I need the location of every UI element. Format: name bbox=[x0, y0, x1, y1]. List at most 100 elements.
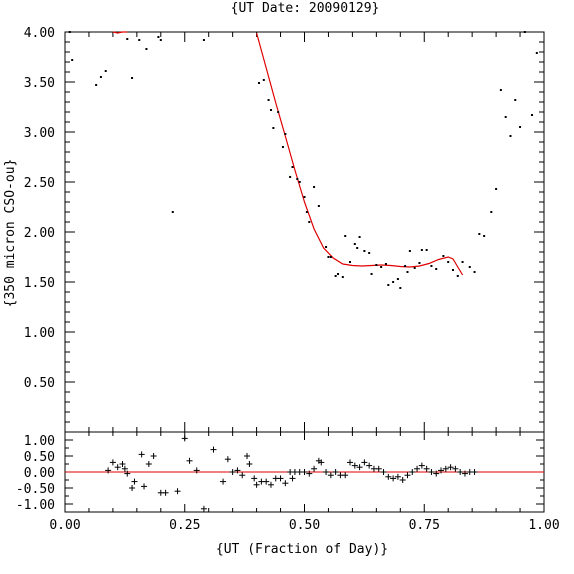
tau-point bbox=[272, 127, 275, 129]
residual-point bbox=[150, 453, 157, 459]
tau-point bbox=[531, 114, 534, 116]
tau-point bbox=[375, 264, 378, 266]
tau-point bbox=[327, 256, 330, 258]
tau-point bbox=[380, 266, 383, 268]
tau-point bbox=[425, 249, 428, 251]
main-y-tick-label: 4.00 bbox=[24, 26, 55, 41]
tau-data-points bbox=[68, 31, 538, 289]
tau-point bbox=[451, 269, 454, 271]
residual-point bbox=[342, 472, 349, 479]
tau-point bbox=[329, 256, 332, 258]
tau-point bbox=[104, 70, 107, 72]
residual-point bbox=[210, 446, 217, 453]
tau-point bbox=[269, 109, 272, 111]
residual-point bbox=[301, 469, 308, 475]
main-y-tick-label: 2.00 bbox=[24, 226, 55, 241]
tau-point bbox=[99, 76, 102, 78]
residual-point bbox=[366, 462, 373, 469]
tau-point bbox=[418, 262, 421, 264]
tau-point bbox=[535, 52, 538, 54]
residual-y-tick-labels: 1.000.500.00-0.50-1.00 bbox=[16, 434, 55, 513]
tau-point bbox=[447, 261, 450, 263]
tau-point bbox=[413, 267, 416, 269]
residual-point bbox=[327, 472, 334, 479]
main-y-ticks bbox=[65, 31, 544, 423]
residual-point bbox=[129, 485, 136, 491]
tau-point bbox=[490, 211, 493, 213]
residual-point bbox=[423, 465, 430, 472]
x-axis-label: {UT (Fraction of Day)} bbox=[216, 542, 388, 557]
chart-title: {UT Date: 20090129} bbox=[231, 1, 380, 16]
tau-point bbox=[277, 111, 280, 113]
fit-curve-segment bbox=[256, 32, 464, 276]
residual-point bbox=[267, 481, 274, 488]
residual-point bbox=[224, 456, 231, 463]
residual-point bbox=[277, 475, 284, 482]
residual-point bbox=[447, 464, 454, 471]
y-axis-label: {350 micron CSO-ou} bbox=[3, 159, 18, 308]
tau-point bbox=[138, 39, 141, 41]
tau-point bbox=[461, 261, 464, 263]
fit-curve-segment bbox=[112, 31, 128, 34]
tau-point bbox=[308, 221, 311, 223]
x-tick-label: 0.50 bbox=[289, 518, 320, 533]
tau-point bbox=[281, 146, 284, 148]
main-y-tick-label: 3.00 bbox=[24, 126, 55, 141]
tau-point bbox=[296, 178, 299, 180]
main-y-tick-label: 2.50 bbox=[24, 176, 55, 191]
tau-point bbox=[317, 205, 320, 207]
residual-point bbox=[109, 459, 116, 466]
tau-point bbox=[504, 116, 507, 118]
residual-point bbox=[433, 470, 440, 477]
residual-y-tick-label: -0.50 bbox=[16, 482, 55, 497]
residual-point bbox=[318, 459, 325, 466]
tau-point bbox=[159, 39, 162, 41]
residual-point bbox=[141, 483, 148, 490]
x-tick-label: 0.25 bbox=[169, 518, 200, 533]
tau-point bbox=[257, 82, 260, 84]
x-tick-label: 0.75 bbox=[409, 518, 440, 533]
tau-point bbox=[341, 276, 344, 278]
tau-point bbox=[298, 181, 301, 183]
tau-point bbox=[363, 250, 366, 252]
residual-points bbox=[105, 435, 478, 512]
tau-point bbox=[353, 243, 356, 245]
residual-point bbox=[404, 472, 411, 479]
residual-point bbox=[385, 473, 392, 480]
tau-point bbox=[387, 284, 390, 286]
tau-point bbox=[406, 271, 409, 273]
tau-point bbox=[483, 235, 486, 237]
residual-point bbox=[114, 464, 121, 471]
residual-point bbox=[347, 459, 354, 466]
residual-point bbox=[246, 461, 253, 467]
residual-point bbox=[323, 469, 330, 475]
tau-point bbox=[262, 79, 265, 81]
tau-point bbox=[303, 196, 306, 198]
residual-point bbox=[253, 481, 260, 488]
residual-y-tick-label: 1.00 bbox=[24, 434, 55, 449]
tau-point bbox=[291, 166, 294, 168]
residual-point bbox=[131, 478, 138, 485]
residual-point bbox=[399, 477, 406, 483]
tau-point bbox=[368, 252, 371, 254]
residual-point bbox=[200, 505, 207, 512]
fit-curve bbox=[112, 31, 464, 276]
x-tick-labels: 0.00 0.25 0.50 0.75 1.00 bbox=[49, 518, 559, 533]
residual-point bbox=[457, 469, 464, 475]
residual-point bbox=[282, 480, 289, 487]
tau-point bbox=[430, 265, 433, 267]
residual-point bbox=[193, 467, 200, 474]
tau-point bbox=[68, 31, 71, 33]
residual-point bbox=[306, 470, 313, 477]
residual-point bbox=[418, 462, 425, 469]
tau-point bbox=[408, 250, 411, 252]
tau-point bbox=[478, 233, 481, 235]
tau-point bbox=[284, 133, 287, 135]
tau-point bbox=[523, 31, 526, 33]
tau-point bbox=[71, 59, 74, 61]
tau-point bbox=[473, 271, 476, 273]
tau-point bbox=[313, 186, 316, 188]
tau-point bbox=[344, 235, 347, 237]
main-y-tick-label: 1.00 bbox=[24, 326, 55, 341]
tau-point bbox=[356, 247, 359, 249]
